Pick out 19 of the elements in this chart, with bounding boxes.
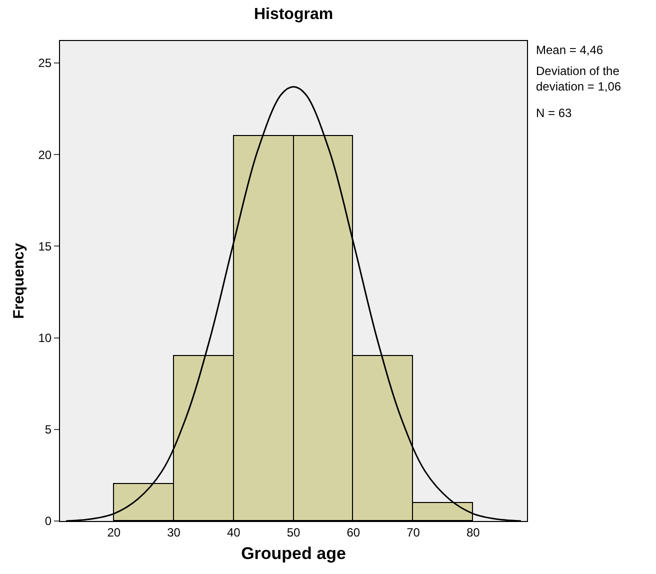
x-tick-label: 60 <box>346 525 360 540</box>
y-tick-label: 0 <box>44 514 52 528</box>
y-tick-label: 25 <box>38 56 52 70</box>
x-tick-label: 80 <box>466 525 480 540</box>
x-tick-label: 30 <box>167 525 181 540</box>
x-axis-title: Grouped age <box>241 544 346 563</box>
x-tick-label: 70 <box>406 525 420 540</box>
text: Mean = 4,46 <box>536 43 604 57</box>
x-tick-label: 20 <box>107 525 121 540</box>
chart-title: Histogram <box>254 6 334 24</box>
y-tick-label: 10 <box>38 330 52 345</box>
y-tick-label: 15 <box>38 239 52 254</box>
y-axis-title: Frequency <box>10 242 28 319</box>
x-tick-label: 50 <box>286 525 300 540</box>
y-tick-label: 5 <box>44 422 52 437</box>
text: Deviation of the deviation = 1,06 <box>536 64 622 94</box>
y-tick-label: 20 <box>38 148 52 162</box>
text: N = 63 <box>536 106 572 120</box>
x-tick-label: 40 <box>226 525 241 540</box>
